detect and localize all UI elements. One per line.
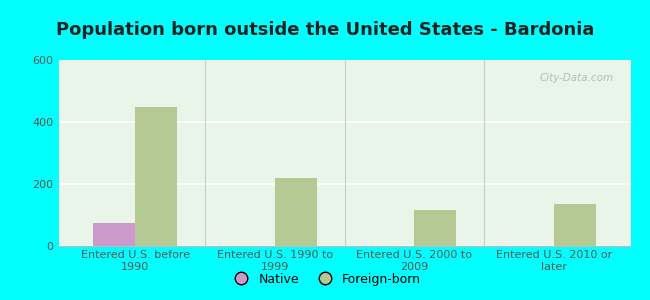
Bar bbox=[275, 178, 317, 246]
Bar bbox=[554, 204, 595, 246]
Bar bbox=[94, 223, 135, 246]
Bar bbox=[414, 210, 456, 246]
Legend: Native, Foreign-born: Native, Foreign-born bbox=[224, 268, 426, 291]
Text: Population born outside the United States - Bardonia: Population born outside the United State… bbox=[56, 21, 594, 39]
Text: City-Data.com: City-Data.com bbox=[540, 73, 614, 83]
Bar bbox=[135, 106, 177, 246]
